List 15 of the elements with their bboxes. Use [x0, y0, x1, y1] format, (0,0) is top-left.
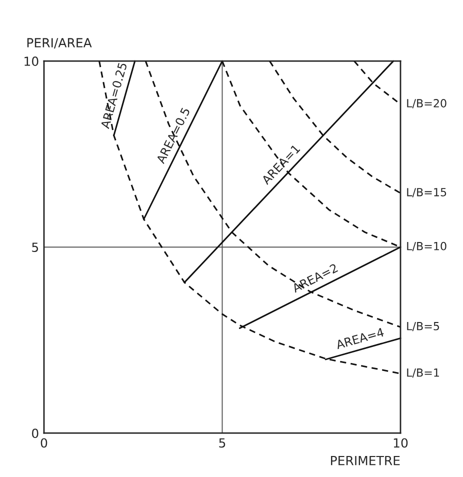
series-label: L/B=1 — [407, 368, 439, 378]
y-tick-label: 10 — [24, 56, 38, 66]
series-label: L/B=15 — [407, 188, 446, 198]
y-tick-label: 5 — [32, 242, 38, 252]
series-label: L/B=20 — [407, 99, 446, 108]
series-label: L/B=5 — [407, 322, 440, 332]
x-tick-label: 10 — [394, 438, 408, 448]
line-series — [98, 60, 402, 374]
y-tick-label: 0 — [32, 428, 38, 438]
y-axis-title: PERI/AREA — [27, 38, 92, 48]
line-series — [144, 60, 402, 328]
x-axis-title: PERIMETRE — [331, 456, 400, 466]
series-label: L/B=10 — [407, 242, 446, 252]
x-tick-label: 0 — [40, 438, 48, 448]
x-tick-label: 5 — [219, 438, 226, 448]
